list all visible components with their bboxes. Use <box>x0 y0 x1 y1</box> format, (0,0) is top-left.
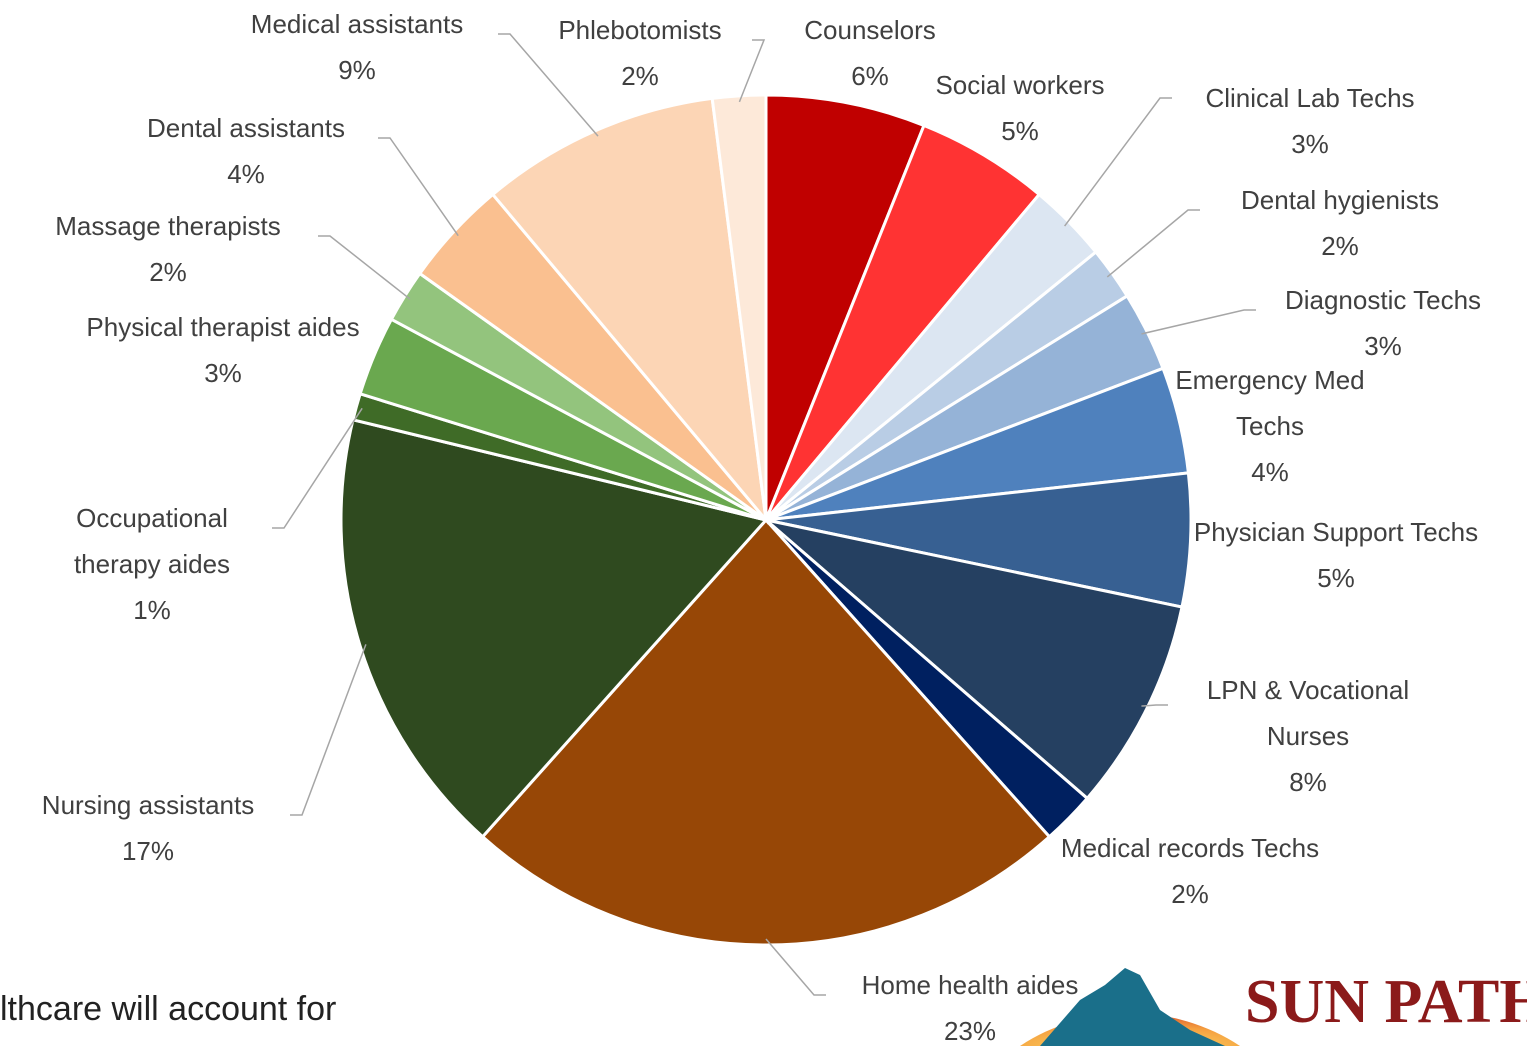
data-label: Dental assistants 4% <box>147 105 345 197</box>
category-label: Dental hygienists <box>1241 185 1439 215</box>
category-label: Emergency Med Techs <box>1175 365 1365 441</box>
value-label: 3% <box>204 358 242 388</box>
data-label: Emergency Med Techs 4% <box>1175 357 1365 495</box>
category-label: Medical assistants <box>250 9 464 39</box>
leader-line <box>378 137 459 237</box>
pie-slice <box>490 96 769 525</box>
pie-slice <box>760 517 1184 801</box>
pie-slice <box>480 517 1052 947</box>
data-label: Nursing assistants 17% <box>42 782 254 874</box>
leader-line <box>1064 97 1172 227</box>
pie-slice <box>764 93 926 521</box>
value-label: 3% <box>1291 129 1329 159</box>
value-label: 2% <box>149 257 187 287</box>
value-label: 4% <box>1251 457 1289 487</box>
data-label: Physical therapist aides 3% <box>86 304 359 396</box>
value-label: 8% <box>1289 767 1327 797</box>
leader-line <box>1141 309 1256 335</box>
pie-slice <box>339 417 769 839</box>
category-label: Physical therapist aides <box>86 312 360 342</box>
category-label: Home health aides <box>861 970 1079 1000</box>
value-label: 5% <box>1001 116 1039 146</box>
leader-line <box>1141 704 1168 707</box>
data-label: Clinical Lab Techs 3% <box>1205 75 1414 167</box>
category-label: Physician Support Techs <box>1193 517 1479 547</box>
leader-line <box>498 33 599 137</box>
data-label: Medical records Techs 2% <box>1061 825 1319 917</box>
category-label: Counselors <box>804 15 936 45</box>
leader-line <box>738 39 766 103</box>
logo-text: SUN PATH <box>1245 968 1527 1036</box>
leader-line <box>272 407 363 529</box>
category-label: Diagnostic Techs <box>1284 285 1482 315</box>
data-label: Physician Support Techs 5% <box>1194 509 1478 601</box>
category-label: LPN & Vocational Nurses <box>1206 675 1410 751</box>
data-label: Home health aides 23% <box>862 962 1079 1046</box>
category-label: Social workers <box>935 70 1105 100</box>
leader-line <box>290 644 367 816</box>
data-label: Diagnostic Techs 3% <box>1285 277 1481 369</box>
value-label: 9% <box>338 55 376 85</box>
value-label: 4% <box>227 159 265 189</box>
value-label: 6% <box>851 61 889 91</box>
data-label: Massage therapists 2% <box>55 203 280 295</box>
category-label: Nursing assistants <box>41 790 255 820</box>
leader-line <box>318 235 411 300</box>
value-label: 2% <box>1321 231 1359 261</box>
data-label: Social workers 5% <box>935 62 1104 154</box>
category-label: Clinical Lab Techs <box>1205 83 1415 113</box>
value-label: 3% <box>1364 331 1402 361</box>
data-label: Medical assistants 9% <box>251 1 463 93</box>
category-label: Massage therapists <box>55 211 281 241</box>
leader-line <box>1106 209 1200 278</box>
value-label: 2% <box>621 61 659 91</box>
value-label: 2% <box>1171 879 1209 909</box>
category-label: Phlebotomists <box>558 15 722 45</box>
data-label: Phlebotomists 2% <box>558 7 721 99</box>
value-label: 1% <box>133 595 171 625</box>
leader-line <box>765 938 826 996</box>
value-label: 23% <box>943 1016 997 1046</box>
footer-text: lthcare will account for <box>0 990 337 1028</box>
value-label: 5% <box>1317 563 1355 593</box>
pie-slice <box>710 93 768 521</box>
category-label: Dental assistants <box>147 113 345 143</box>
value-label: 17% <box>121 836 175 866</box>
data-label: Dental hygienists 2% <box>1241 177 1439 269</box>
logo: SUN PATH <box>1020 968 1527 1046</box>
data-label: Counselors 6% <box>804 7 936 99</box>
data-label: LPN & Vocational Nurses 8% <box>1168 667 1448 805</box>
category-label: Medical records Techs <box>1060 833 1320 863</box>
category-label: Occupational therapy aides <box>73 503 231 579</box>
data-label: Occupational therapy aides 1% <box>42 495 262 633</box>
